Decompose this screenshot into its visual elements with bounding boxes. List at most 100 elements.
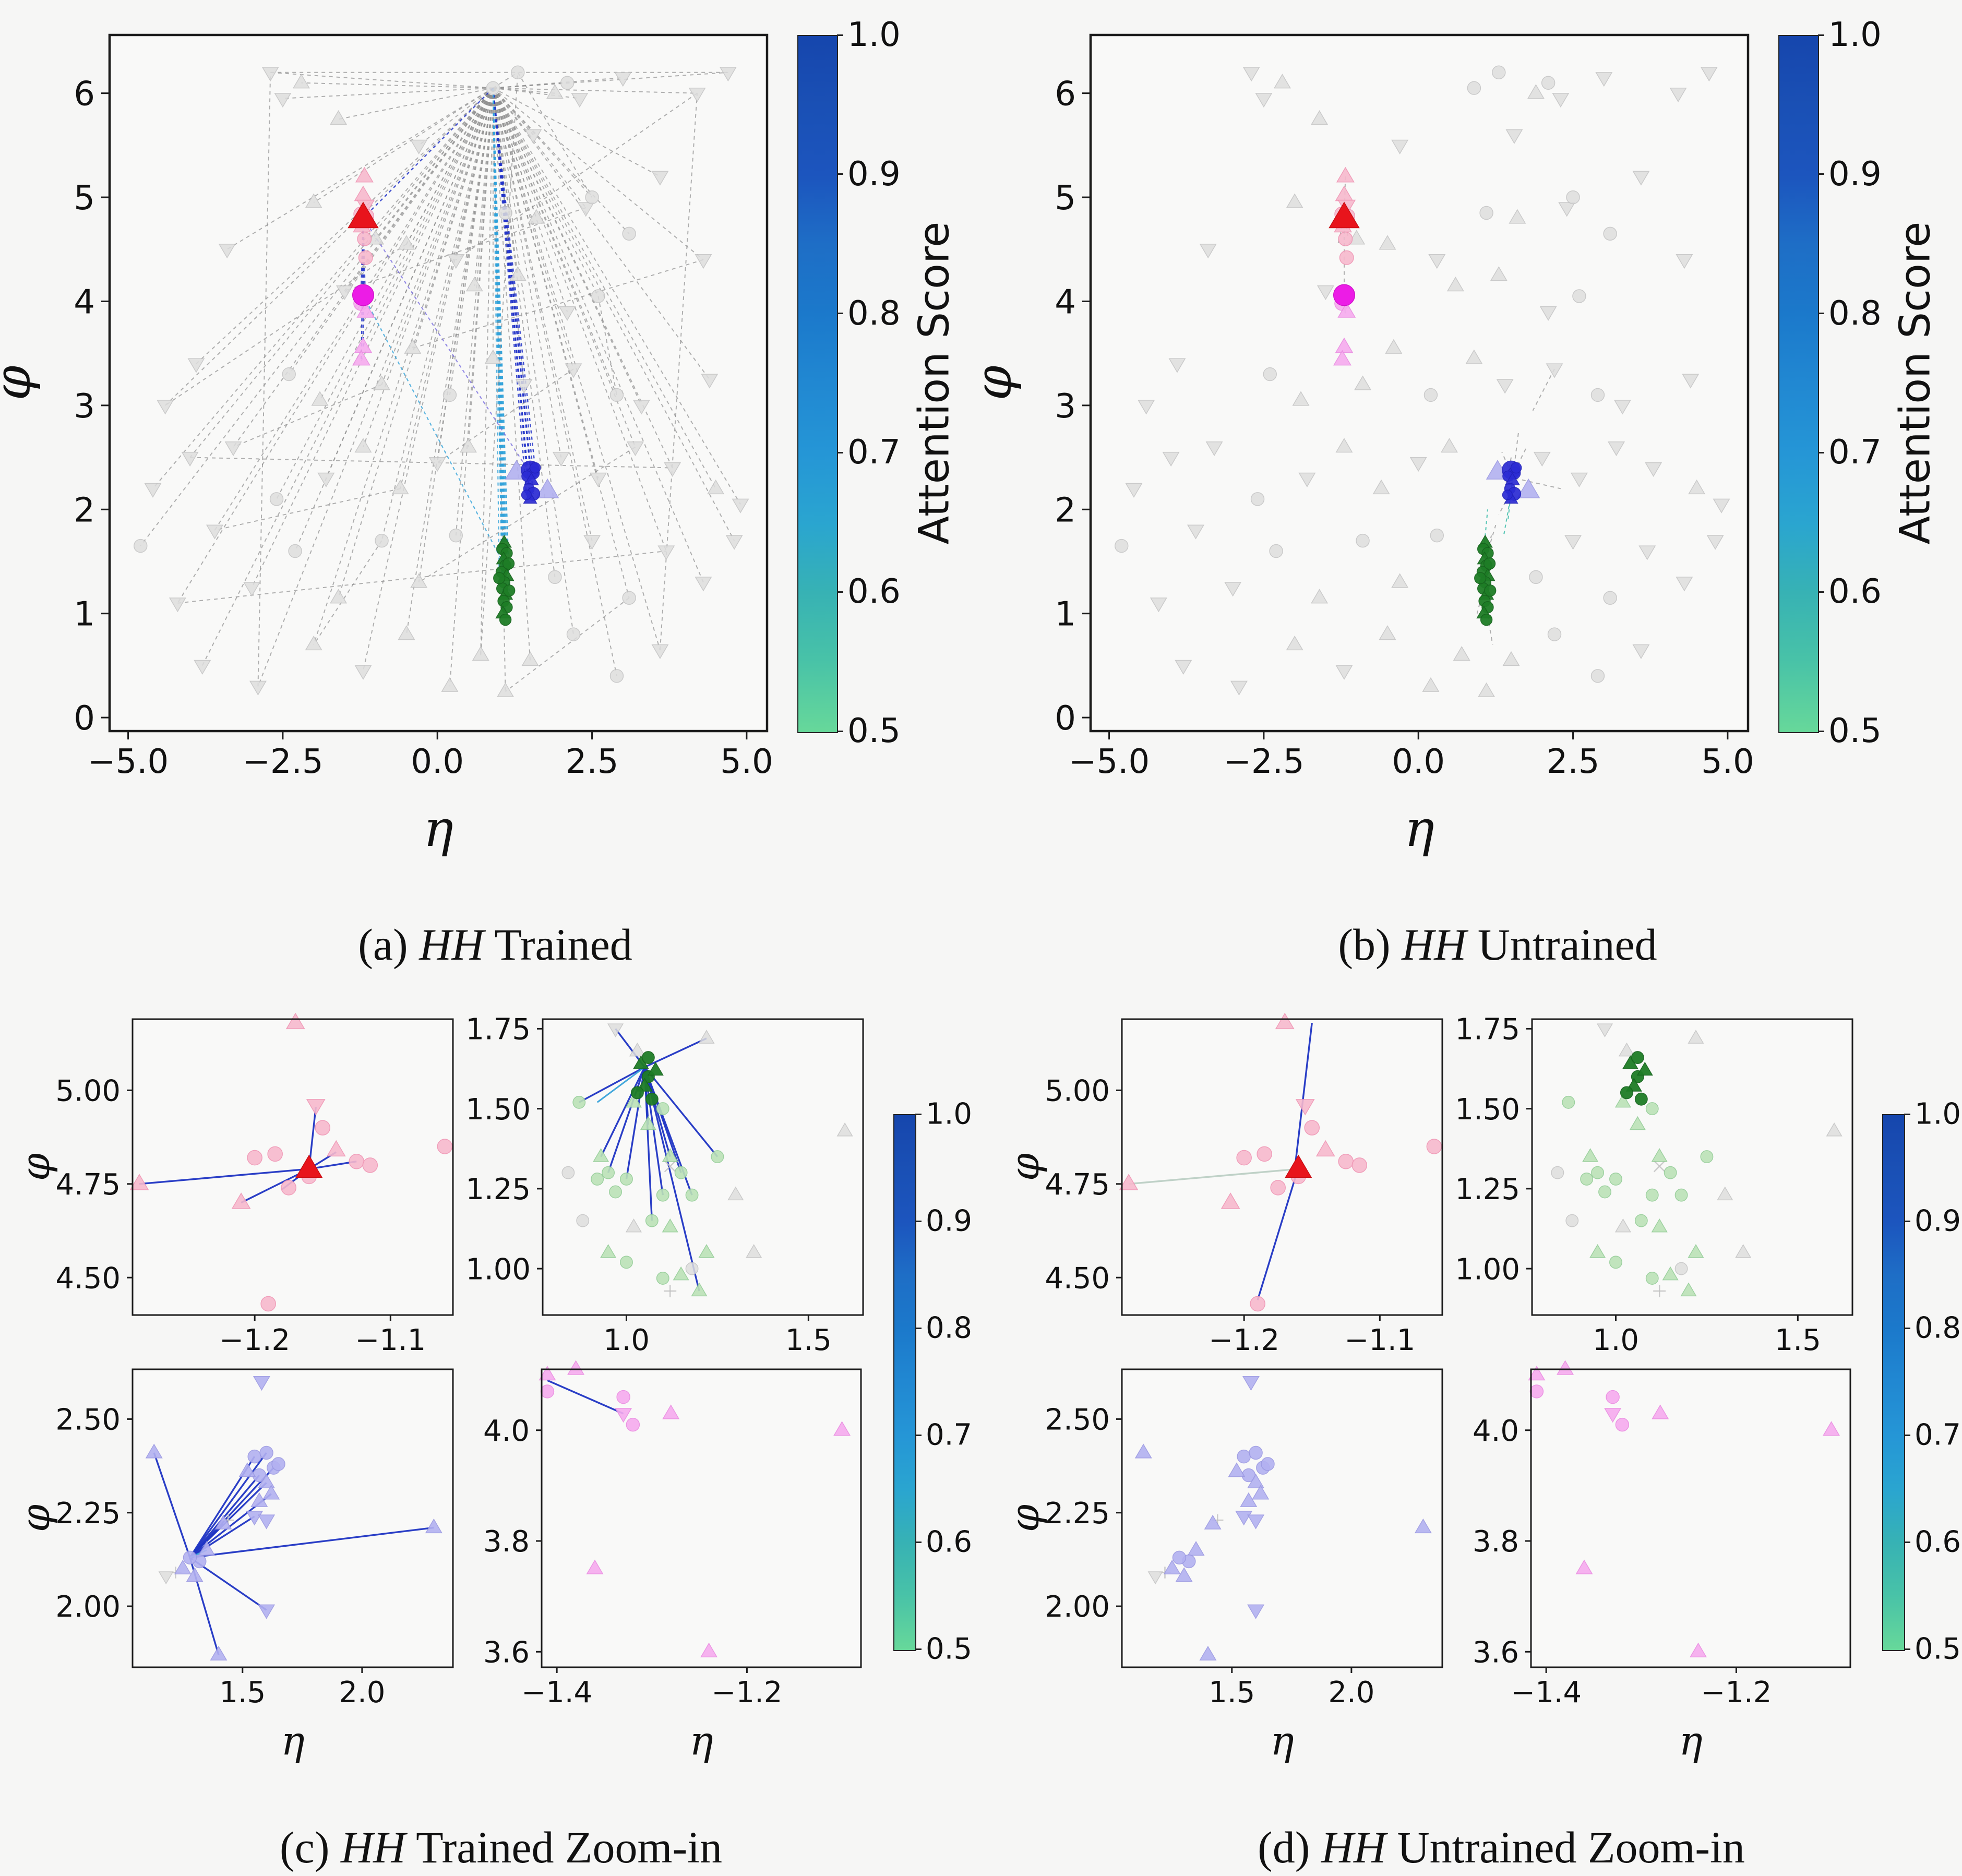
svg-text:1.50: 1.50 [465,1093,531,1127]
colorbar-tickmark [837,173,843,175]
svg-text:4.50: 4.50 [55,1261,121,1295]
svg-text:3.6: 3.6 [1473,1635,1519,1669]
colorbar-tick-label: 0.9 [926,1204,973,1238]
colorbar-gradient [893,1114,916,1651]
svg-text:φ: φ [964,365,1023,400]
panel-c-zoom-bottomleft: 1.5 2.0 2.00 2.25 2.50 η φ [12,1368,454,1764]
colorbar-tick-label: 0.9 [1828,154,1882,194]
svg-text:1: 1 [74,595,95,634]
svg-text:2.50: 2.50 [1045,1403,1110,1437]
svg-text:−1.4: −1.4 [1511,1676,1582,1710]
svg-text:1.5: 1.5 [1775,1323,1821,1357]
panel-d-zoom-topleft: −1.2 −1.1 4.50 4.75 5.00 φ [1001,1012,1443,1357]
colorbar-tick-label: 0.8 [926,1311,973,1345]
svg-text:2.5: 2.5 [566,743,619,781]
colorbar-tick-label: 0.5 [847,712,901,750]
svg-text:−1.2: −1.2 [711,1676,782,1710]
svg-text:3.8: 3.8 [483,1525,530,1559]
svg-text:−1.2: −1.2 [1701,1676,1772,1710]
svg-text:5.00: 5.00 [1045,1074,1110,1108]
colorbar-tick-label: 1.0 [847,16,901,54]
colorbar-tick-label: 0.6 [847,572,901,612]
svg-text:−2.5: −2.5 [242,743,323,781]
svg-text:4: 4 [1055,283,1076,322]
svg-text:−1.1: −1.1 [1344,1323,1415,1357]
svg-text:−5.0: −5.0 [1069,743,1150,781]
colorbar-tickmark [1904,1541,1910,1543]
colorbar-tickmark [915,1648,922,1650]
svg-text:1.5: 1.5 [785,1323,832,1357]
svg-text:0.0: 0.0 [411,743,464,781]
svg-text:−1.4: −1.4 [521,1676,592,1710]
caption-a: (a) HH Trained [358,919,632,970]
colorbar-tickmark [915,1541,922,1543]
colorbar-tick-label: 0.7 [1828,433,1882,472]
colorbar-tickmark [1818,591,1824,593]
colorbar-tickmark [1904,1113,1910,1115]
colorbar-tickmark [915,1327,922,1329]
colorbar-tickmark [837,451,843,453]
svg-text:2: 2 [1055,491,1076,530]
svg-text:2.25: 2.25 [1045,1497,1110,1531]
colorbar-tick-label: 1.0 [926,1097,973,1131]
colorbar-tick-label: 1.0 [1828,16,1882,54]
colorbar-tickmark [1904,1648,1910,1650]
svg-text:3: 3 [1055,387,1076,426]
svg-text:1.25: 1.25 [1455,1173,1520,1206]
panel-a-scatter: −5.0 −2.5 0.0 2.5 5.0 0 1 2 3 4 5 6 η φ [0,33,773,858]
svg-text:3: 3 [74,387,95,426]
colorbar-gradient [1778,35,1819,733]
svg-text:φ: φ [12,1504,58,1532]
svg-text:φ: φ [1001,1504,1048,1532]
caption-c: (c) HH Trained Zoom-in [280,1822,722,1872]
colorbar-tick-label: 0.6 [926,1525,973,1559]
caption-d: (d) HH Untrained Zoom-in [1258,1822,1745,1872]
svg-text:2.00: 2.00 [55,1590,121,1624]
svg-text:0: 0 [1055,699,1076,738]
colorbar-c: 1.0 0.9 0.8 0.7 0.6 0.5 [893,1097,1034,1666]
colorbar-tickmark [1818,451,1824,453]
panel-c-zoom-bottomright: −1.4 −1.2 3.6 3.8 4.0 η [483,1360,862,1764]
panel-d-zoom-bottomright: −1.4 −1.2 3.6 3.8 4.0 η [1473,1360,1851,1764]
colorbar-tickmark [1818,730,1824,732]
panel-d-zoom-bottomleft: 1.5 2.0 2.00 2.25 2.50 η φ [1001,1368,1443,1764]
svg-text:1.00: 1.00 [1455,1252,1520,1286]
colorbar-tickmark [1818,34,1824,36]
colorbar-tick-label: 0.6 [1915,1525,1961,1559]
svg-text:5.00: 5.00 [55,1074,121,1108]
svg-text:1.5: 1.5 [219,1676,266,1710]
svg-text:−1.2: −1.2 [1209,1323,1279,1357]
svg-text:φ: φ [0,365,42,400]
svg-text:3.8: 3.8 [1473,1525,1519,1559]
colorbar-tickmark [1818,173,1824,175]
panel-d-zoom-topright: 1.0 1.5 1.00 1.25 1.50 1.75 [1455,1013,1853,1357]
colorbar-tickmark [915,1113,922,1115]
svg-text:1.75: 1.75 [465,1013,531,1047]
svg-text:η: η [423,799,453,858]
colorbar-tick-label: 0.5 [1828,712,1882,750]
colorbar-b-label: Attention Score [1891,221,1940,545]
svg-text:2.0: 2.0 [1328,1676,1374,1710]
svg-text:2.00: 2.00 [1045,1590,1110,1624]
colorbar-d: 1.0 0.9 0.8 0.7 0.6 0.5 [1882,1097,1962,1666]
svg-text:0.0: 0.0 [1392,743,1445,781]
colorbar-a: Attention Score 1.0 0.9 0.8 0.7 0.6 0.5 [797,16,959,750]
svg-text:−5.0: −5.0 [88,743,169,781]
svg-text:6: 6 [74,75,95,114]
colorbar-tickmark [1904,1220,1910,1222]
caption-b: (b) HH Untrained [1338,919,1657,970]
colorbar-tick-label: 0.6 [1828,572,1882,612]
svg-text:η: η [689,1717,713,1764]
colorbar-tick-label: 0.9 [1915,1204,1961,1238]
colorbar-tickmark [837,313,843,315]
colorbar-tickmark [837,34,843,36]
colorbar-tick-label: 0.9 [847,154,901,194]
svg-text:5: 5 [74,179,95,218]
svg-text:1.00: 1.00 [465,1252,531,1286]
svg-text:4.0: 4.0 [1473,1414,1519,1448]
svg-text:2.5: 2.5 [1547,743,1600,781]
colorbar-tickmark [837,591,843,593]
colorbar-tick-label: 0.7 [847,433,901,472]
svg-text:5.0: 5.0 [1701,743,1754,781]
svg-text:4.75: 4.75 [1045,1168,1110,1202]
